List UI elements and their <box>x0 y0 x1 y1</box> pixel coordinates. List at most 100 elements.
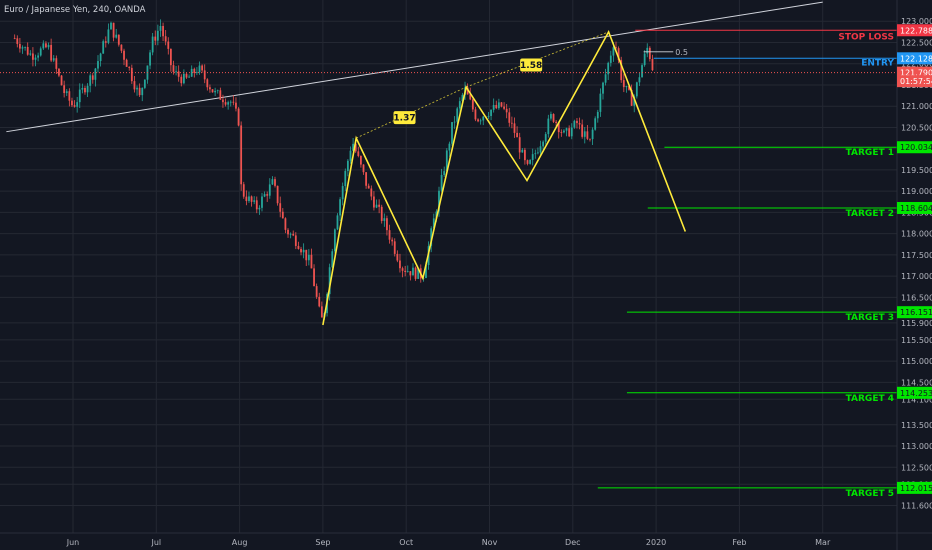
candle-body <box>263 194 266 197</box>
y-tick-label: 120.500 <box>901 123 932 132</box>
candle-body <box>201 65 204 71</box>
candle-body <box>50 44 53 61</box>
candle-body <box>297 245 300 249</box>
y-tick-label: 118.000 <box>901 230 932 239</box>
y-tick-label: 116.500 <box>901 293 932 302</box>
candle-body <box>456 108 459 122</box>
candle-body <box>245 196 248 201</box>
y-tick-label: 113.500 <box>901 421 932 430</box>
candle-body <box>542 141 545 147</box>
candle-body <box>391 239 394 242</box>
candle-body <box>175 71 177 73</box>
candle-body <box>177 71 180 77</box>
candle-body <box>349 150 352 161</box>
candle-body <box>68 91 71 101</box>
candle-body <box>550 114 552 119</box>
candle-body <box>198 65 201 73</box>
candle-body <box>448 143 451 151</box>
candle-body <box>123 50 125 60</box>
candle-body <box>612 47 615 56</box>
candle-body <box>445 150 448 172</box>
candle-body <box>242 184 245 197</box>
candle-body <box>162 25 164 37</box>
candle-body <box>531 154 534 160</box>
candle-body <box>318 296 321 307</box>
x-tick-label: Mar <box>815 538 831 547</box>
candle-body <box>315 286 318 297</box>
candle-body <box>615 47 617 49</box>
candle-body <box>16 38 19 44</box>
candle-body <box>292 233 295 236</box>
candle-body <box>651 58 654 71</box>
candle-body <box>393 241 396 254</box>
candle-body <box>180 76 183 84</box>
candle-body <box>521 149 524 153</box>
candle-body <box>479 120 482 122</box>
candle-body <box>112 22 115 38</box>
candle-body <box>307 254 310 261</box>
candle-body <box>458 101 461 109</box>
candle-body <box>339 199 341 216</box>
candle-body <box>378 204 381 207</box>
price-badge-label: 122.128 <box>900 54 932 63</box>
candle-body <box>443 171 446 175</box>
candle-body <box>97 61 99 69</box>
candle-body <box>185 73 188 78</box>
candle-body <box>386 218 388 231</box>
candle-body <box>45 43 47 48</box>
candle-body <box>227 102 230 105</box>
candle-body <box>94 68 97 80</box>
level-label: TARGET 4 <box>846 394 894 404</box>
candle-body <box>466 87 469 95</box>
candle-body <box>32 53 34 60</box>
candle-body <box>609 55 612 63</box>
candle-body <box>367 185 370 189</box>
candle-body <box>21 47 24 49</box>
candle-body <box>568 128 571 137</box>
candle-body <box>281 211 284 219</box>
candle-body <box>471 99 474 110</box>
candle-body <box>328 267 331 295</box>
candle-body <box>47 44 50 48</box>
candle-body <box>638 77 641 83</box>
price-badge-label: 120.034 <box>900 143 932 152</box>
candle-body <box>76 102 79 107</box>
candle-body <box>84 87 86 93</box>
candle-body <box>310 254 313 269</box>
candle-body <box>469 94 472 100</box>
candle-body <box>211 89 214 93</box>
candle-body <box>266 194 269 196</box>
candle-body <box>253 200 256 202</box>
candle-body <box>284 218 287 230</box>
candle-body <box>26 46 29 55</box>
y-tick-label: 117.500 <box>901 251 932 260</box>
y-tick-label: 114.500 <box>901 378 932 387</box>
y-tick-label: 123.000 <box>901 17 932 26</box>
candle-body <box>555 121 558 123</box>
candle-body <box>216 90 219 92</box>
candle-body <box>219 90 222 100</box>
candle-body <box>516 132 518 138</box>
candle-body <box>425 265 427 278</box>
candle-body <box>625 86 628 88</box>
candle-body <box>461 94 464 102</box>
pattern-path <box>322 30 687 326</box>
candle-body <box>313 268 315 287</box>
x-tick-label: Jun <box>66 538 80 547</box>
candle-body <box>490 109 492 116</box>
level-label: TARGET 5 <box>846 489 894 499</box>
price-badge <box>897 201 932 214</box>
candle-body <box>125 59 128 67</box>
candle-body <box>346 160 349 171</box>
candle-body <box>375 204 378 208</box>
candle-body <box>591 129 594 140</box>
y-tick-label: 115.900 <box>901 319 932 328</box>
harmonic-pattern: 1.37 1.58 <box>322 30 687 326</box>
candle-body <box>495 104 498 109</box>
candle-body <box>13 38 16 40</box>
x-tick-label: 2020 <box>646 538 666 547</box>
y-tick-label: 119.000 <box>901 187 932 196</box>
candle-body <box>617 48 620 61</box>
candle-body <box>578 123 581 125</box>
